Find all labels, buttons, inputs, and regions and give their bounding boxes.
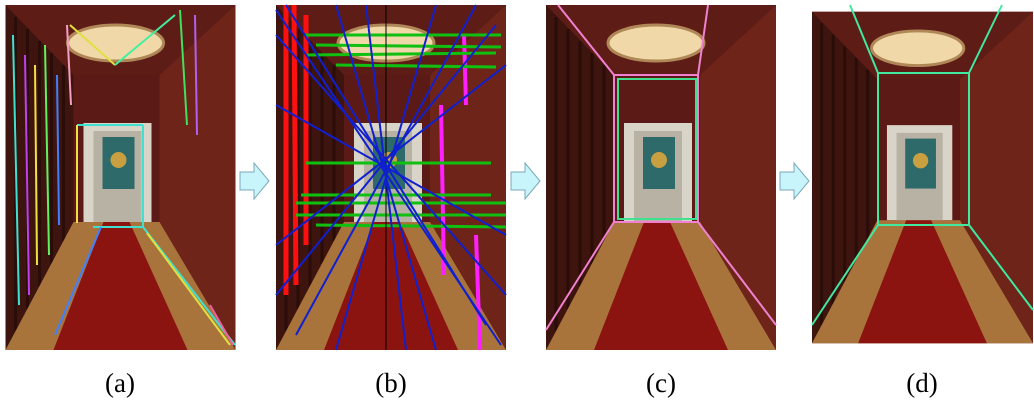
panel-a [5, 5, 236, 350]
panel-d [811, 4, 1034, 345]
arrow [510, 161, 541, 201]
final-layout [811, 4, 1034, 326]
panel-b [275, 4, 507, 351]
arrow [779, 161, 810, 201]
caption: (a) [105, 368, 135, 398]
corridor-image [546, 5, 776, 350]
line-groups [275, 4, 507, 351]
caption: (b) [375, 368, 406, 398]
arrow [239, 161, 270, 201]
panel-c [545, 4, 777, 350]
caption: (d) [906, 368, 937, 398]
corridor-image [276, 5, 506, 350]
caption: (c) [646, 368, 676, 398]
corridor-image [5, 5, 236, 350]
corridor-image [812, 10, 1033, 345]
layout-estimate [545, 4, 777, 331]
line-segments [12, 9, 236, 346]
